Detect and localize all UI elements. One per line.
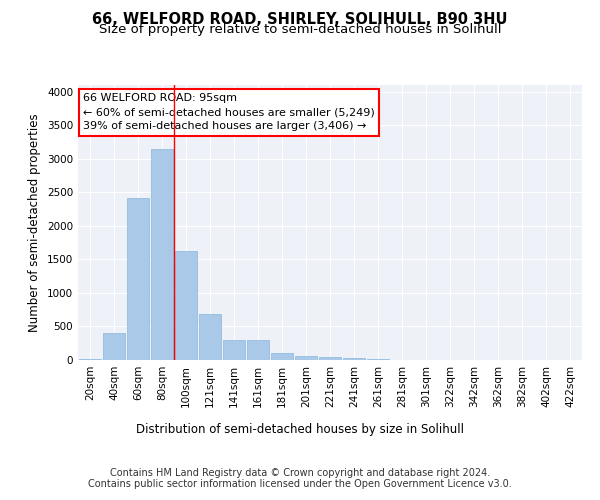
Text: 66, WELFORD ROAD, SHIRLEY, SOLIHULL, B90 3HU: 66, WELFORD ROAD, SHIRLEY, SOLIHULL, B90… <box>92 12 508 28</box>
Text: 66 WELFORD ROAD: 95sqm
← 60% of semi-detached houses are smaller (5,249)
39% of : 66 WELFORD ROAD: 95sqm ← 60% of semi-det… <box>83 93 375 131</box>
Text: Distribution of semi-detached houses by size in Solihull: Distribution of semi-detached houses by … <box>136 422 464 436</box>
Bar <box>223 340 245 360</box>
Bar <box>199 314 221 360</box>
Bar <box>103 333 125 360</box>
Bar <box>343 358 365 360</box>
Y-axis label: Number of semi-detached properties: Number of semi-detached properties <box>28 113 41 332</box>
Bar <box>271 352 293 360</box>
Bar <box>319 357 341 360</box>
Bar <box>247 340 269 360</box>
Text: Size of property relative to semi-detached houses in Solihull: Size of property relative to semi-detach… <box>99 22 501 36</box>
Bar <box>127 198 149 360</box>
Bar <box>151 150 173 360</box>
Bar <box>295 356 317 360</box>
Bar <box>175 252 197 360</box>
Text: Contains HM Land Registry data © Crown copyright and database right 2024.
Contai: Contains HM Land Registry data © Crown c… <box>88 468 512 489</box>
